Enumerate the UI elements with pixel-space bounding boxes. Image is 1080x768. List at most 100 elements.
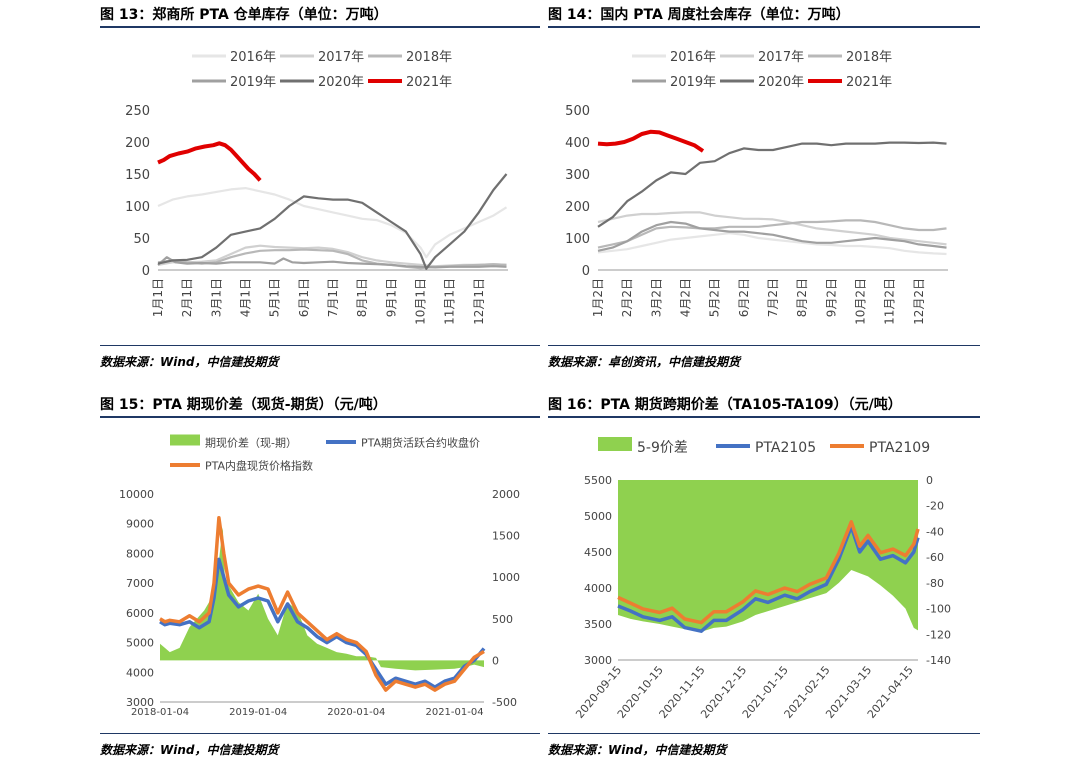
series-line	[157, 187, 508, 259]
y-right-tick-label: -80	[926, 577, 944, 590]
y-tick-label: 150	[125, 168, 150, 183]
x-tick-label: 8月1日	[355, 278, 369, 317]
legend-label: 2019年	[670, 75, 716, 90]
y-tick-label: 50	[133, 232, 150, 247]
y-right-tick-label: -40	[926, 525, 944, 538]
series-line	[157, 173, 508, 270]
y-right-tick-label: -100	[926, 603, 951, 616]
y-left-tick-label: 3000	[584, 654, 612, 667]
y-left-tick-label: 5000	[584, 510, 612, 523]
legend-label: 2018年	[846, 50, 892, 65]
y-left-tick-label: 8000	[126, 547, 154, 560]
legend-label: 2019年	[230, 75, 276, 90]
legend-label: 5-9价差	[637, 440, 688, 456]
x-tick-label: 2月1日	[180, 278, 194, 317]
source-rule	[548, 345, 980, 346]
legend-label: 2017年	[318, 50, 364, 65]
source-note: 数据来源：Wind，中信建投期货	[100, 743, 279, 757]
series-line	[159, 516, 485, 692]
y-tick-label: 0	[582, 264, 590, 279]
legend-swatch	[598, 437, 632, 451]
x-tick-label: 2020-01-04	[327, 707, 385, 718]
x-tick-label: 1月2日	[591, 278, 605, 317]
y-left-tick-label: 7000	[126, 577, 154, 590]
series-line	[597, 232, 947, 256]
x-tick-label: 2019-01-04	[229, 707, 287, 718]
y-left-tick-label: 5000	[126, 637, 154, 650]
title-rule	[548, 416, 980, 418]
y-right-tick-label: -140	[926, 654, 951, 667]
x-tick-label: 10月1日	[414, 278, 428, 325]
y-left-tick-label: 3500	[584, 618, 612, 631]
x-tick-label: 11月2日	[883, 278, 897, 325]
y-left-tick-label: 3000	[126, 696, 154, 709]
source-rule	[100, 733, 540, 734]
legend-label: 2020年	[758, 75, 804, 90]
y-left-tick-label: 4500	[584, 546, 612, 559]
x-tick-label: 8月2日	[795, 278, 809, 317]
y-right-tick-label: -20	[926, 500, 944, 513]
y-left-tick-label: 10000	[119, 488, 154, 501]
panel-title: 图 16：PTA 期货跨期价差（TA105-TA109）（元/吨）	[548, 397, 902, 413]
panel-title: 图 14：国内 PTA 周度社会库存（单位：万吨）	[548, 7, 850, 23]
x-tick-label: 7月2日	[766, 278, 780, 317]
area-series	[618, 480, 918, 632]
x-tick-label: 4月1日	[239, 278, 253, 317]
panel-title: 图 15：PTA 期现价差（现货-期货）（元/吨）	[100, 397, 387, 413]
y-left-tick-label: 9000	[126, 518, 154, 531]
panel-title: 图 13：郑商所 PTA 仓单库存（单位：万吨）	[100, 7, 388, 23]
legend-label: PTA期货活跃合约收盘价	[361, 436, 480, 450]
x-tick-label: 9月2日	[824, 278, 838, 317]
legend-label: PTA2105	[755, 440, 816, 456]
series-line	[597, 220, 947, 252]
title-rule	[100, 416, 540, 418]
legend-label: PTA2109	[869, 440, 930, 456]
y-right-tick-label: 2000	[492, 488, 520, 501]
y-right-tick-label: -500	[492, 696, 517, 709]
panel-fig13: 图 13：郑商所 PTA 仓单库存（单位：万吨） 2016年 2017年 2018年…	[100, 0, 540, 380]
x-tick-label: 12月1日	[472, 278, 486, 325]
source-rule	[548, 733, 980, 734]
y-left-tick-label: 6000	[126, 607, 154, 620]
x-tick-label: 2018-01-04	[131, 707, 189, 718]
source-rule	[100, 345, 540, 346]
series-line	[159, 557, 486, 689]
x-tick-label: 3月1日	[209, 278, 223, 317]
chart-calendar-spread: 5-9价差 PTA2105 PTA2109 3000 3500 4000 4500 5000 5…	[573, 437, 951, 721]
y-right-tick-label: 1500	[492, 530, 520, 543]
x-tick-label: 12月2日	[912, 278, 926, 325]
y-tick-label: 0	[142, 264, 150, 279]
x-tick-label: 2021-01-04	[425, 707, 483, 718]
panel-fig15: 图 15：PTA 期现价差（现货-期货）（元/吨） 期现价差（现-期） PTA期货…	[100, 390, 540, 768]
y-tick-label: 100	[565, 232, 590, 247]
chart-social-inventory: 2016年 2017年 2018年 2019年 2020年 2021年 0 100 200 300…	[565, 50, 948, 325]
x-tick-label: 1月1日	[151, 278, 165, 317]
legend-label: 2020年	[318, 75, 364, 90]
legend-label: 2017年	[758, 50, 804, 65]
panel-fig16: 图 16：PTA 期货跨期价差（TA105-TA109）（元/吨） 5-9价差 P…	[548, 390, 980, 768]
panel-fig14: 图 14：国内 PTA 周度社会库存（单位：万吨） 2016年 2017年 2018…	[548, 0, 980, 380]
series-line	[597, 211, 947, 246]
x-tick-label: 2月2日	[620, 278, 634, 317]
legend-label: PTA内盘现货价格指数	[205, 459, 313, 473]
y-right-tick-label: -120	[926, 628, 951, 641]
y-tick-label: 400	[565, 136, 590, 151]
x-tick-label: 6月2日	[737, 278, 751, 317]
x-tick-label: 5月1日	[268, 278, 282, 317]
series-line	[157, 256, 507, 269]
legend-label: 2021年	[846, 75, 892, 90]
y-tick-label: 200	[125, 136, 150, 151]
source-note: 数据来源：卓创资讯，中信建投期货	[548, 355, 741, 369]
x-tick-label: 5月2日	[708, 278, 722, 317]
source-note: 数据来源：Wind，中信建投期货	[100, 355, 279, 369]
legend-label: 2018年	[406, 50, 452, 65]
y-tick-label: 250	[125, 104, 150, 119]
y-right-tick-label: 500	[492, 613, 513, 626]
x-tick-label: 4月2日	[679, 278, 693, 317]
legend-label: 2021年	[406, 75, 452, 90]
title-rule	[548, 26, 980, 28]
legend-label: 期现价差（现-期）	[205, 436, 297, 450]
area-series	[160, 527, 484, 671]
y-right-tick-label: 1000	[492, 571, 520, 584]
legend-swatch	[170, 434, 200, 446]
